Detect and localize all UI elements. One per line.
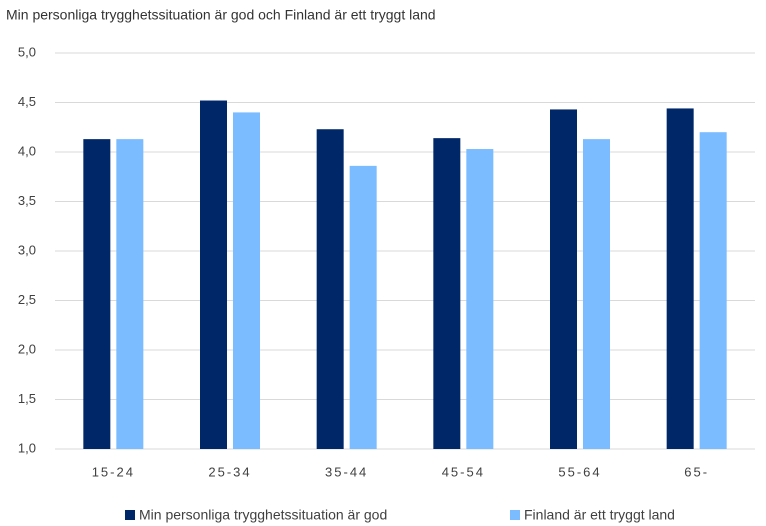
bar	[349, 165, 377, 450]
legend-swatch	[125, 510, 135, 520]
y-tick-label: 1,0	[18, 440, 36, 455]
bar	[550, 109, 577, 450]
bar	[583, 139, 610, 449]
legend-label: Finland är ett tryggt land	[524, 507, 675, 523]
bar	[699, 132, 727, 449]
bar	[666, 108, 694, 449]
bar	[316, 129, 344, 450]
bar	[233, 112, 260, 450]
bar	[433, 138, 461, 449]
bar	[466, 149, 494, 449]
y-tick-label: 2,5	[18, 292, 36, 307]
bar	[83, 139, 111, 449]
x-tick-label: 35-44	[325, 464, 368, 479]
x-tick-label: 65-	[684, 464, 709, 479]
y-tick-label: 5,0	[18, 44, 36, 59]
y-tick-label: 2,0	[18, 341, 36, 356]
x-tick-label: 25-34	[208, 464, 251, 479]
x-tick-label: 55-64	[558, 464, 601, 479]
chart-title: Min personliga trygghetssituation är god…	[6, 7, 436, 23]
legend-label: Min personliga trygghetssituation är god	[139, 507, 387, 523]
legend-swatch	[510, 510, 520, 520]
y-tick-label: 1,5	[18, 391, 36, 406]
bar	[116, 139, 144, 449]
x-tick-label: 45-54	[442, 464, 485, 479]
y-tick-label: 4,5	[18, 94, 36, 109]
x-tick-label: 15-24	[92, 464, 135, 479]
bar	[200, 100, 227, 450]
y-tick-label: 3,0	[18, 242, 36, 257]
y-tick-label: 4,0	[18, 143, 36, 158]
y-tick-label: 3,5	[18, 193, 36, 208]
